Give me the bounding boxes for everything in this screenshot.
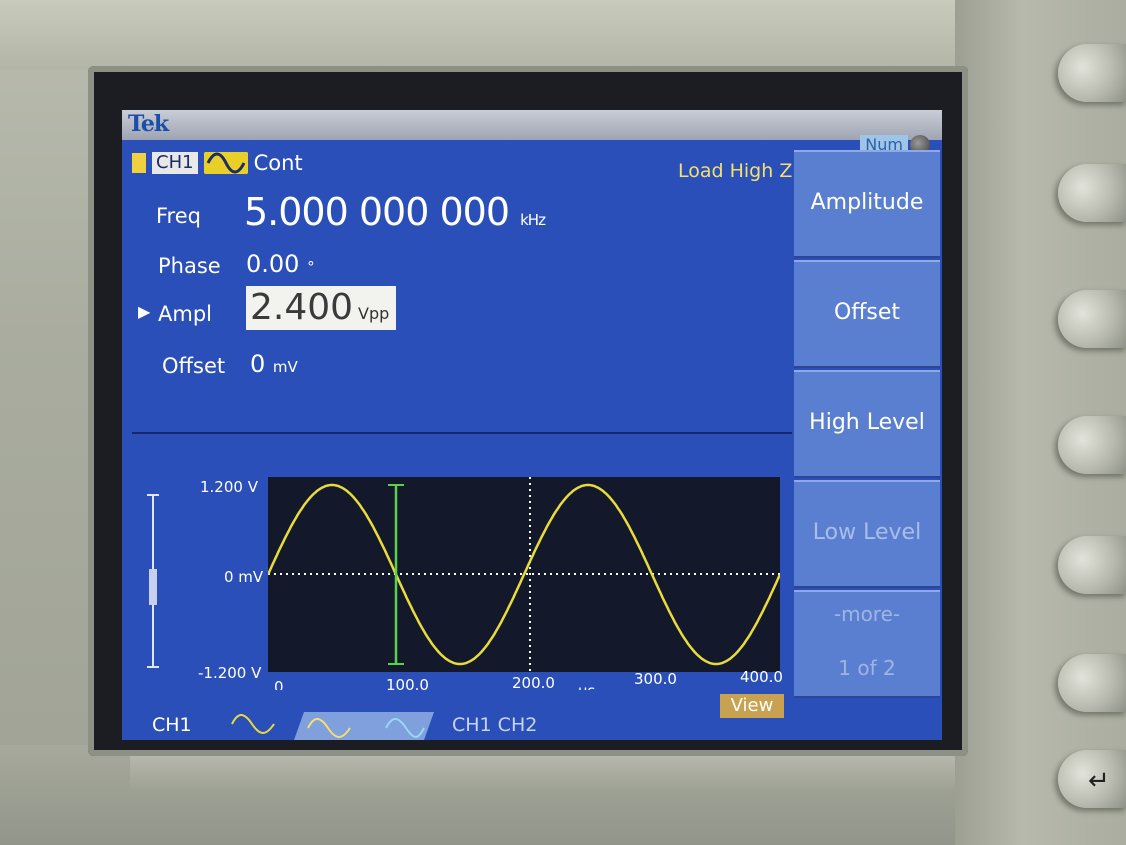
tab-sine-icon — [231, 714, 275, 734]
freq-unit: kHz — [520, 211, 546, 229]
channel-tab-bar: CH1 CH1 CH2 — [122, 690, 794, 740]
phase-unit: ° — [307, 258, 315, 276]
return-arrow-icon: ↵ — [1088, 766, 1110, 796]
view-button[interactable]: View — [720, 694, 784, 718]
softkey-menu: Amplitude Offset High Level Low Level -m… — [794, 150, 942, 710]
phase-value[interactable]: 0.00 ° — [246, 250, 315, 278]
offset-unit: mV — [272, 358, 298, 376]
selection-arrow-icon: ▶ — [138, 302, 151, 321]
x-tick-100: 100.0 — [386, 676, 429, 694]
softkey-high-level[interactable]: High Level — [794, 370, 940, 478]
softkey-amplitude[interactable]: Amplitude — [794, 150, 940, 258]
softkey-low-level[interactable]: Low Level — [794, 480, 940, 588]
return-button[interactable]: ↵ — [1058, 750, 1126, 808]
sine-wave-icon — [203, 152, 248, 174]
instrument-top-bezel — [0, 0, 1126, 70]
freq-digits: 5.000 000 000 — [244, 190, 510, 234]
title-bar: Tek — [122, 110, 942, 140]
x-tick-0: 0 — [274, 678, 284, 696]
softkey-low-level-label: Low Level — [812, 520, 922, 545]
sine-trace — [268, 483, 780, 666]
ampl-digits: 2.400 — [250, 287, 354, 328]
display-screen: Tek Num CH1 Cont Load High Z Freq 5.000 … — [122, 110, 942, 740]
y-axis-mid-label: 0 mV — [224, 568, 264, 586]
load-impedance-label: Load High Z — [678, 160, 793, 182]
softkey-more-label: -more- — [833, 602, 901, 626]
tab-ch1[interactable]: CH1 — [152, 714, 192, 736]
offset-value[interactable]: 0 mV — [250, 350, 298, 378]
offset-label: Offset — [162, 354, 226, 378]
freq-label: Freq — [156, 204, 201, 228]
waveform-display — [268, 477, 780, 672]
side-button-top[interactable] — [1058, 44, 1126, 102]
run-mode-label: Cont — [253, 151, 303, 175]
waveform-plot — [268, 477, 780, 672]
y-axis-top-label: 1.200 V — [200, 478, 258, 496]
softkey-high-level-label: High Level — [809, 410, 925, 435]
offset-digits: 0 — [250, 350, 266, 378]
section-divider — [132, 432, 792, 434]
side-button-3[interactable] — [1058, 416, 1126, 474]
side-button-5[interactable] — [1058, 654, 1126, 712]
freq-value[interactable]: 5.000 000 000 kHz — [244, 190, 546, 234]
softkey-offset[interactable]: Offset — [794, 260, 940, 368]
channel-label: CH1 — [152, 152, 198, 174]
cursor-marker[interactable] — [388, 484, 404, 665]
softkey-more[interactable]: -more- 1 of 2 — [794, 590, 940, 698]
ampl-label: Ampl — [158, 302, 212, 326]
y-axis-bottom-label: -1.200 V — [198, 664, 262, 682]
x-tick-400: 400.0 — [740, 668, 783, 686]
phase-label: Phase — [158, 254, 221, 278]
ampl-unit: Vpp — [358, 304, 390, 323]
tab-waveform-preview[interactable] — [294, 712, 434, 740]
instrument-ledge — [130, 752, 970, 792]
side-button-2[interactable] — [1058, 290, 1126, 348]
channel-color-swatch — [132, 153, 146, 173]
softkey-page-label: 1 of 2 — [838, 656, 896, 680]
softkey-amplitude-label: Amplitude — [810, 190, 924, 215]
ampl-input[interactable]: 2.400 — [246, 286, 396, 330]
side-button-1[interactable] — [1058, 164, 1126, 222]
softkey-offset-label: Offset — [833, 300, 901, 325]
side-button-4[interactable] — [1058, 536, 1126, 594]
x-tick-300: 300.0 — [634, 670, 677, 688]
x-tick-200: 200.0 — [512, 674, 555, 692]
channel-status-row: CH1 Cont — [132, 150, 303, 176]
amplitude-scale-icon — [147, 494, 159, 668]
tab-ch1-ch2[interactable]: CH1 CH2 — [452, 714, 538, 736]
phase-digits: 0.00 — [246, 250, 300, 278]
brand-logo: Tek — [128, 111, 169, 137]
